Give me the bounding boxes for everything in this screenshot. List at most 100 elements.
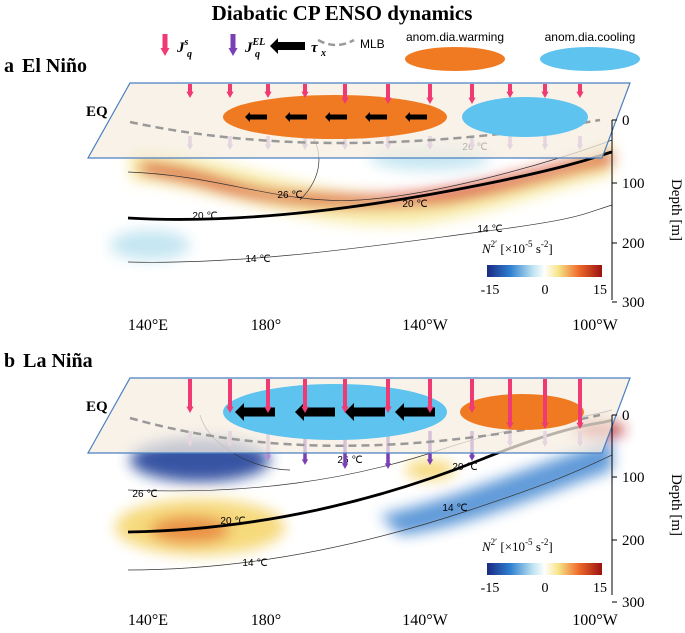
x-tick-label: 140°W (402, 612, 448, 629)
eq-label: EQ (86, 399, 108, 415)
cb-open: [×10 (497, 539, 525, 554)
pink-arrow (341, 84, 349, 104)
panel-name: El Niño (22, 55, 87, 77)
legend-cooling-ellipse (540, 47, 640, 71)
pink-arrow (186, 84, 194, 98)
colorbar-tick: 0 (542, 283, 549, 298)
colorbar-tick: -15 (481, 283, 500, 298)
cb-unit: s (533, 539, 541, 554)
colorbar-tick: 15 (593, 581, 607, 596)
pink-arrow (506, 84, 514, 98)
cb-esup: -5 (525, 239, 533, 249)
colorbar (487, 265, 602, 277)
wind-arrow (325, 112, 347, 122)
contour (127, 454, 613, 571)
pink-arrow (468, 379, 476, 413)
cb-n: N (481, 539, 492, 554)
symbol-base: J (176, 40, 185, 56)
x-tick-label: 100°W (572, 317, 618, 334)
contour-label: 26 ℃ (337, 455, 362, 466)
panel-letter: a (4, 55, 14, 77)
cb-close: ] (548, 241, 552, 256)
contour-label: 20 ℃ (192, 211, 217, 222)
cb-esup: -5 (525, 537, 533, 547)
depth-tick-label: 0 (622, 408, 630, 424)
legend-mlb-line (317, 38, 355, 47)
symbol-base: τ (311, 40, 319, 56)
panel-label: a El Niño (4, 55, 87, 77)
contour (127, 139, 613, 201)
pink-arrow (426, 84, 434, 104)
symbol-base: J (244, 40, 253, 56)
colorbar-label: N2′ [×10-5 s-2] (481, 537, 553, 554)
contour-label: 14 ℃ (477, 224, 502, 235)
legend-symbol: JEL q (244, 37, 265, 60)
pink-arrow (541, 84, 549, 98)
wind-arrow (405, 112, 427, 122)
wind-arrow (245, 112, 267, 122)
panel-label: b La Niña (4, 350, 93, 372)
field-red (140, 150, 612, 207)
colorbar-tick: 15 (593, 283, 607, 298)
legend-mlb: MLB (360, 37, 385, 51)
field-blue (380, 440, 612, 535)
mlb-line (129, 118, 601, 145)
legend-cooling: anom.dia.cooling (545, 30, 636, 44)
cb-usup: -2 (541, 537, 549, 547)
contour-label: 14 ℃ (245, 254, 270, 265)
wind-arrow (345, 403, 385, 421)
x-tick-label: 140°W (402, 317, 448, 334)
pink-arrow (301, 379, 309, 413)
pink-arrow (341, 379, 349, 413)
wind-arrow (395, 403, 435, 421)
field-blue (110, 230, 190, 260)
pink-arrow (264, 379, 272, 413)
contour-label: 14 ℃ (442, 503, 467, 514)
contour-label: 26 ℃ (132, 489, 157, 500)
pink-arrow (468, 84, 476, 104)
pink-arrow (384, 379, 392, 413)
pink-arrow (301, 84, 309, 98)
colorbar-label: N2′ [×10-5 s-2] (481, 239, 553, 256)
pink-arrow (541, 379, 549, 429)
x-tick-label: 140°E (128, 317, 168, 334)
depth-tick-label: 200 (622, 236, 645, 252)
pink-arrow (576, 379, 584, 429)
pink-arrow (576, 84, 584, 98)
title: Diabatic CP ENSO dynamics (212, 1, 473, 25)
panel-letter: b (4, 350, 15, 372)
cb-unit: s (533, 241, 541, 256)
colorbar-tick: 0 (542, 581, 549, 596)
eq-label: EQ (86, 104, 108, 120)
pink-arrow (426, 379, 434, 413)
depth-tick-label: 0 (622, 113, 630, 129)
cb-close: ] (548, 539, 552, 554)
panel-name: La Niña (23, 350, 92, 372)
depth-tick-label: 200 (622, 533, 645, 549)
cb-n: N (481, 241, 492, 256)
contour-label: 20 ℃ (402, 199, 427, 210)
pink-arrow (264, 84, 272, 98)
cb-open: [×10 (497, 241, 525, 256)
pink-arrow (226, 84, 234, 98)
symbol-sub: q (187, 49, 192, 60)
symbol-sub: q (255, 49, 260, 60)
legend-symbol: Js q (176, 37, 192, 60)
symbol-sub: x (320, 48, 326, 59)
legend-warming-ellipse (405, 47, 505, 71)
field-yellow (130, 140, 612, 226)
legend-jqs-arrow (160, 34, 170, 56)
cb-nsup: 2′ (491, 537, 498, 547)
legend-tau-arrow (270, 38, 305, 54)
depth-label: Depth [m] (668, 179, 684, 241)
contour-label: 26 ℃ (277, 190, 302, 201)
contour (127, 204, 613, 263)
contour-label: 20 ℃ (452, 462, 477, 473)
x-tick-label: 100°W (572, 612, 618, 629)
x-tick-label: 180° (251, 612, 281, 629)
pink-arrow (226, 379, 234, 413)
symbol-sup: EL (252, 37, 266, 48)
pink-arrow (384, 84, 392, 104)
